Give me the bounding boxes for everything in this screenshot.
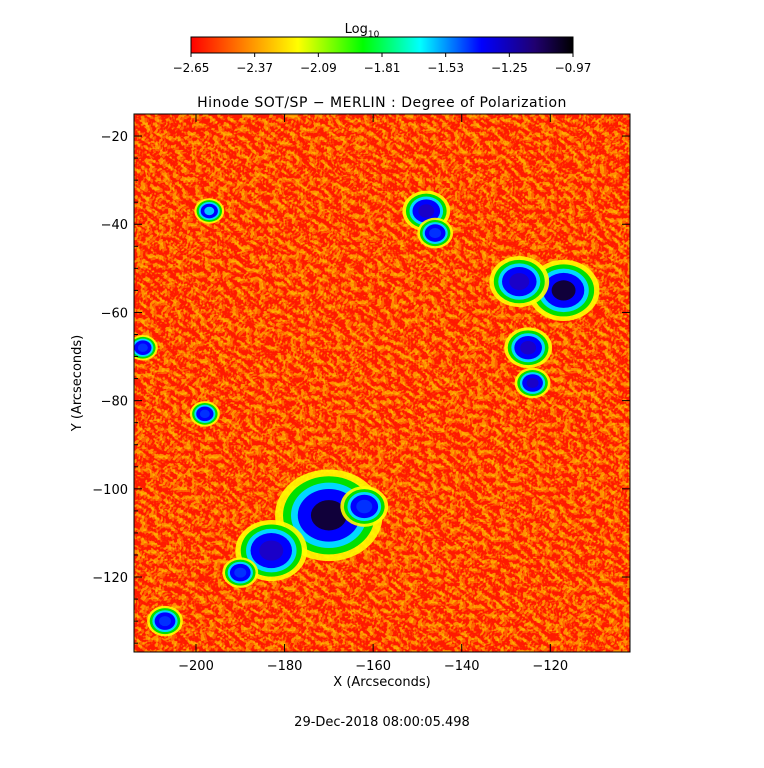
x-tick-label: −200 — [178, 659, 214, 674]
y-axis-label: Y (Arcseconds) — [70, 335, 85, 432]
y-tick-label: −100 — [92, 483, 128, 498]
polarization-patch — [417, 217, 454, 249]
colorbar-tick-label: −1.53 — [427, 61, 464, 75]
colorbar-tick-label: −0.97 — [555, 61, 592, 75]
x-axis-label: X (Arcseconds) — [333, 675, 430, 690]
y-tick-label: −120 — [92, 571, 128, 586]
colorbar-tick-label: −2.37 — [236, 61, 273, 75]
heatmap-image — [134, 114, 630, 652]
colorbar-tick-label: −1.25 — [491, 61, 528, 75]
y-tick-label: −80 — [101, 395, 128, 410]
colorbar-tick-label: −2.09 — [300, 61, 337, 75]
y-tick-label: −20 — [101, 130, 128, 145]
polarization-patch — [514, 367, 551, 399]
colorbar-tick-label: −2.65 — [173, 61, 210, 75]
y-tick-label: −60 — [101, 306, 128, 321]
polarization-patch — [489, 256, 550, 308]
chart-title: Hinode SOT/SP − MERLIN : Degree of Polar… — [197, 95, 567, 111]
polarization-patch — [340, 486, 389, 527]
x-tick-label: −160 — [355, 659, 391, 674]
polarization-patch — [134, 334, 158, 361]
y-tick-label: −40 — [101, 218, 128, 233]
colorbar-ticks: −2.65 −2.37 −2.09 −1.81 −1.53 −1.25 −0.97 — [173, 53, 592, 75]
polarization-patch — [222, 557, 259, 588]
timestamp: 29-Dec-2018 08:00:05.498 — [294, 715, 470, 730]
colorbar — [190, 36, 574, 54]
x-tick-label: −140 — [444, 659, 480, 674]
x-tick-label: −120 — [532, 659, 568, 674]
polarization-patch — [504, 327, 553, 369]
colorbar-label: Log10 — [345, 22, 380, 40]
plot-frame — [133, 113, 631, 653]
y-axis: −20 −40 −60 −80 −100 −120 — [92, 113, 630, 644]
polarization-patch — [194, 198, 225, 224]
colorbar-tick-label: −1.81 — [364, 61, 401, 75]
polarization-patch — [189, 401, 220, 427]
x-tick-label: −180 — [267, 659, 303, 674]
polarization-patch — [147, 605, 183, 637]
x-axis: −200 −180 −160 −140 −120 — [178, 114, 568, 674]
